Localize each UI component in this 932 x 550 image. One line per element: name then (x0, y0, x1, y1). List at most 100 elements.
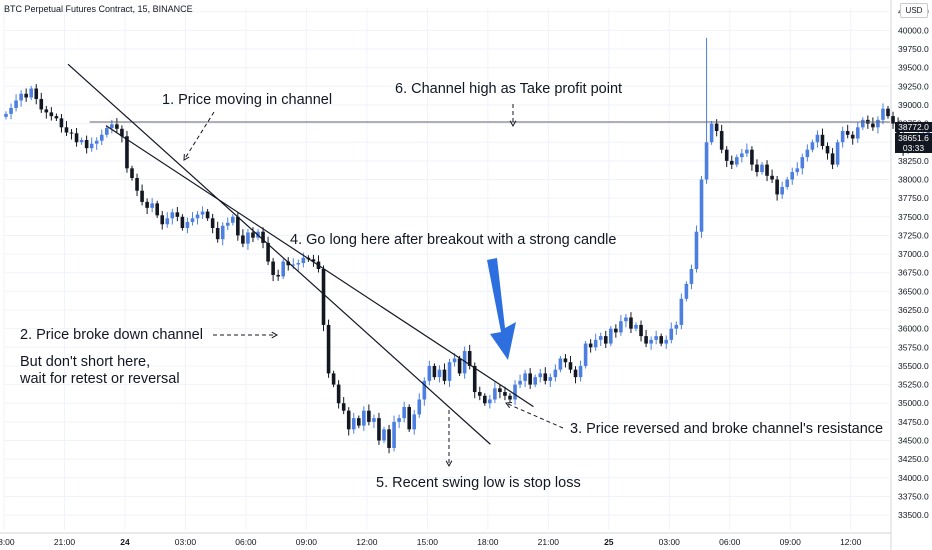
candle-body (467, 351, 472, 366)
candle-body (422, 380, 427, 400)
currency-button[interactable]: USD (900, 3, 928, 18)
candle-body (170, 212, 175, 219)
candle-body (190, 218, 195, 223)
candle-body (800, 157, 805, 169)
candle-body (180, 216, 185, 228)
y-tick-label: 39500.0 (898, 63, 929, 73)
candle-body (94, 140, 99, 144)
candle-body (145, 201, 149, 208)
candle-body (654, 336, 658, 340)
x-tick-label: 21:00 (538, 537, 560, 547)
candle-body (785, 179, 789, 187)
candle-body (54, 116, 59, 119)
candle-body (266, 242, 270, 262)
candle-body (19, 93, 23, 101)
candle-body (155, 203, 159, 216)
candle-body (301, 257, 306, 264)
candle-body (518, 380, 522, 385)
y-tick-label: 36250.0 (898, 305, 929, 315)
y-tick-label: 35000.0 (898, 398, 929, 408)
candle-body (24, 93, 28, 98)
candle-body (724, 149, 729, 161)
y-tick-label: 37750.0 (898, 193, 929, 203)
candle-body (437, 369, 442, 378)
x-tick-label: 03:00 (175, 537, 197, 547)
candle-body (513, 384, 517, 400)
candle-body (281, 261, 285, 277)
candle-body (135, 178, 139, 191)
candle-body (820, 134, 825, 146)
y-tick-label: 38000.0 (898, 175, 929, 185)
candle-body (588, 343, 593, 348)
candle-body (291, 264, 296, 266)
candle-body (99, 134, 104, 141)
candle-body (140, 190, 144, 202)
candle-body (750, 149, 754, 165)
candle-body (593, 339, 598, 348)
y-tick-label: 35750.0 (898, 342, 929, 352)
candle-body (609, 328, 613, 344)
y-tick-label: 34500.0 (898, 436, 929, 446)
annotation-4: 4. Go long here after breakout with a st… (290, 232, 617, 248)
candle-body (195, 214, 200, 219)
candle-body (886, 108, 890, 117)
candle-body (377, 418, 381, 441)
candle-body (69, 132, 74, 134)
x-tick-label: 12:00 (356, 537, 378, 547)
candle-body (644, 336, 648, 344)
candle-body (387, 429, 391, 448)
candle-body (845, 131, 850, 135)
candle-body (220, 225, 225, 240)
candle-body (568, 362, 573, 370)
candle-body (472, 365, 477, 393)
y-tick-label: 39000.0 (898, 100, 929, 110)
candle-body (664, 339, 669, 344)
candle-body (286, 261, 291, 266)
candle-body (629, 317, 633, 329)
channel-upper-line (105, 125, 534, 408)
candle-body (840, 131, 845, 143)
candle-body (815, 134, 820, 143)
candle-body (498, 388, 502, 393)
y-tick-label: 37250.0 (898, 230, 929, 240)
candle-body (634, 324, 638, 329)
annotation-1: 1. Price moving in channel (162, 92, 333, 108)
candle-body (603, 336, 608, 344)
candle-body (64, 127, 69, 133)
candle-body (624, 317, 628, 322)
arrow-2-head (271, 331, 279, 339)
y-tick-label: 35500.0 (898, 361, 929, 371)
candle-body (215, 227, 220, 240)
candle-body (714, 123, 719, 132)
candle-body (341, 403, 346, 411)
arrow-3-head (505, 402, 513, 409)
candle-body (835, 142, 840, 165)
candle-body (755, 164, 759, 173)
candle-body (382, 429, 386, 441)
candle-body (236, 216, 240, 236)
candle-body (34, 88, 39, 99)
candle-body (372, 418, 376, 422)
candle-body (14, 100, 18, 108)
y-tick-label: 34250.0 (898, 454, 929, 464)
annotation-2b-line1: But don't short here, (20, 354, 151, 370)
candle-body (573, 369, 578, 378)
candle-body (231, 216, 235, 223)
candle-body (241, 235, 245, 244)
y-tick-label: 33750.0 (898, 491, 929, 501)
candle-body (271, 261, 275, 275)
candle-body (110, 124, 114, 129)
candle-body (790, 172, 795, 180)
candle-body (871, 123, 875, 128)
candle-body (346, 410, 351, 430)
candle-body (79, 139, 84, 143)
candle-body (4, 113, 8, 117)
candle-body (719, 131, 724, 150)
candle-body (402, 406, 406, 419)
candle-body (583, 343, 588, 366)
y-tick-label: 37000.0 (898, 249, 929, 259)
candle-body (563, 358, 568, 363)
candle-body (553, 369, 558, 378)
x-tick-label: 24 (120, 537, 130, 547)
